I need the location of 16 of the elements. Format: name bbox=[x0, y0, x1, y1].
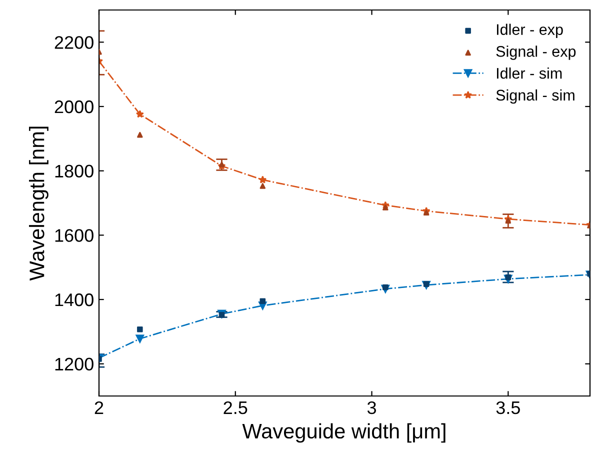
x-tick-label: 2.5 bbox=[224, 401, 248, 414]
y-axis-title: Wavelength [nm] bbox=[29, 126, 48, 281]
x-tick-label: 2 bbox=[94, 401, 104, 414]
y-tick-label: 1600 bbox=[55, 229, 94, 242]
y-tick-label: 2000 bbox=[54, 100, 94, 114]
legend-label: Idler - sim bbox=[496, 68, 562, 79]
legend-label: Signal - exp bbox=[496, 46, 576, 60]
y-tick-label: 1200 bbox=[55, 358, 94, 371]
legend-label: Signal - sim bbox=[496, 89, 574, 104]
y-tick-label: 1400 bbox=[55, 293, 94, 306]
x-tick-label: 3 bbox=[367, 401, 376, 414]
legend-label: Idler - exp bbox=[496, 24, 563, 38]
x-axis-title: Waveguide width [μm] bbox=[242, 423, 446, 443]
y-tick-label: 1800 bbox=[55, 164, 94, 178]
x-tick-label: 3.5 bbox=[496, 401, 520, 414]
y-tick-label: 2200 bbox=[54, 36, 94, 49]
